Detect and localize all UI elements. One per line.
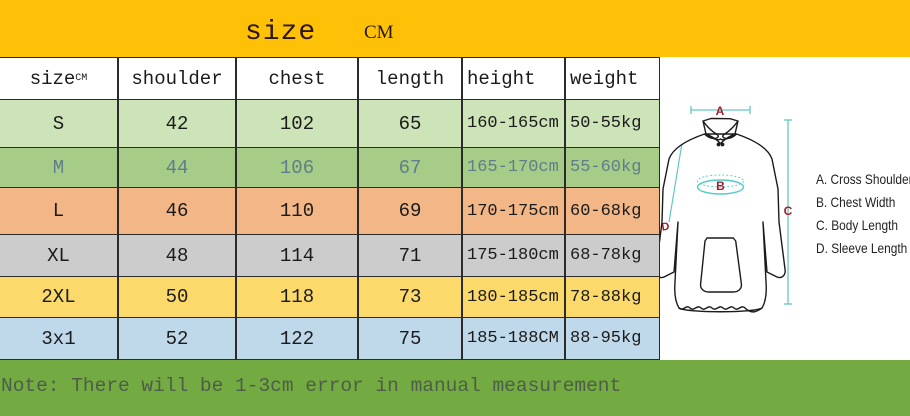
svg-text:C: C [784, 204, 793, 218]
svg-text:A: A [716, 104, 725, 118]
svg-text:B: B [716, 179, 725, 193]
